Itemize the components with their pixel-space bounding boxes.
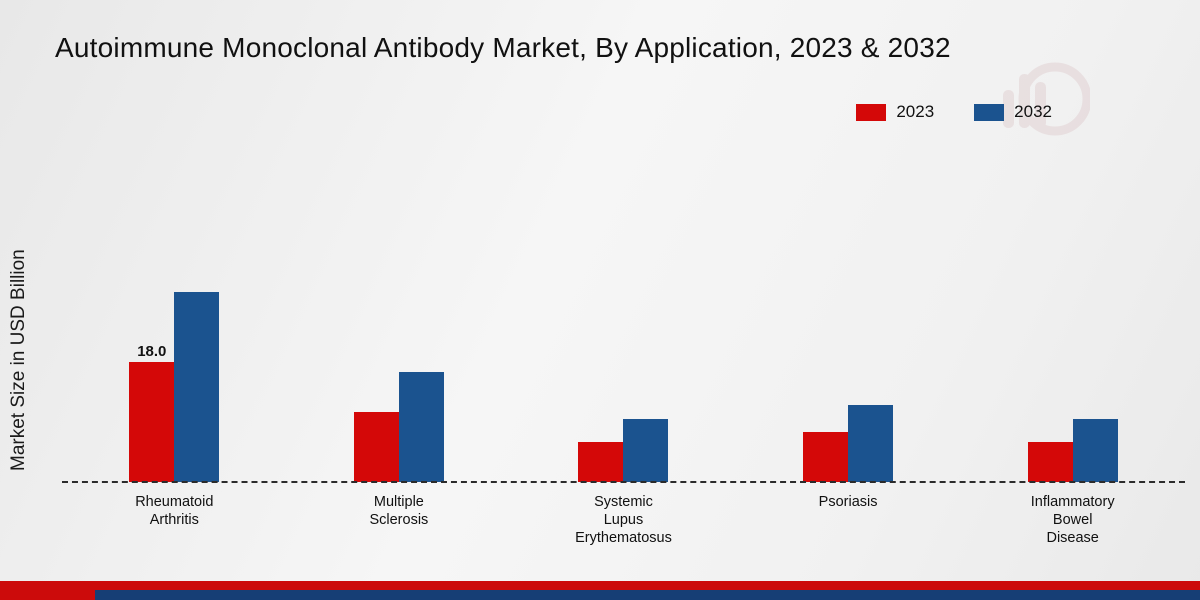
legend-item-2032: 2032 (974, 102, 1052, 122)
bar-2032-inflammatory-bowel-disease (1072, 418, 1118, 482)
bar-2023-inflammatory-bowel-disease (1027, 442, 1073, 482)
bar-col-2023-multiple-sclerosis (353, 282, 399, 482)
bar-group-multiple-sclerosis (287, 282, 512, 482)
category-label-inflammatory-bowel-disease: Inflammatory Bowel Disease (1030, 494, 1115, 546)
bar-group-psoriasis (736, 282, 961, 482)
bar-groups: 18.0 (62, 282, 1185, 482)
chart-title: Autoimmune Monoclonal Antibody Market, B… (55, 32, 951, 63)
bar-2023-multiple-sclerosis (353, 412, 399, 482)
bar-2032-multiple-sclerosis (398, 372, 444, 482)
legend-label-2023: 2023 (896, 102, 935, 121)
legend: 2023 2032 (856, 102, 1052, 122)
bar-col-2032-inflammatory-bowel-disease (1072, 282, 1118, 482)
category-label-multiple-sclerosis: Multiple Sclerosis (369, 494, 429, 528)
bar-col-2023-inflammatory-bowel-disease (1027, 282, 1073, 482)
bar-value-label-2023-rheumatoid-arthritis: 18.0 (137, 343, 167, 360)
bar-col-2032-systemic-lupus-erythematosus (623, 282, 669, 482)
bar-col-2023-rheumatoid-arthritis: 18.0 (129, 282, 175, 482)
watermark-logo (1003, 62, 1090, 136)
bar-2023-systemic-lupus-erythematosus (578, 442, 624, 482)
legend-swatch-2023 (856, 103, 887, 121)
plot-area: 18.0 (62, 282, 1185, 482)
category-label-systemic-lupus-erythematosus: Systemic Lupus Erythematosus (575, 494, 672, 546)
bar-2032-rheumatoid-arthritis (174, 292, 220, 482)
bar-2023-rheumatoid-arthritis (129, 362, 175, 482)
bar-group-systemic-lupus-erythematosus (511, 282, 736, 482)
category-label-rheumatoid-arthritis: Rheumatoid Arthritis (135, 494, 214, 528)
bar-2032-psoriasis (848, 405, 894, 482)
bar-col-2023-systemic-lupus-erythematosus (578, 282, 624, 482)
bar-col-2032-psoriasis (848, 282, 894, 482)
legend-label-2032: 2032 (1014, 102, 1052, 121)
category-labels: Rheumatoid Arthritis Multiple Sclerosis Syst… (62, 493, 1185, 547)
legend-swatch-2032 (974, 103, 1005, 121)
category-label-psoriasis: Psoriasis (818, 494, 878, 510)
bar-2032-systemic-lupus-erythematosus (623, 418, 669, 482)
y-axis-label: Market Size in USD Billion (8, 249, 29, 471)
bar-col-2023-psoriasis (803, 282, 849, 482)
legend-item-2023: 2023 (856, 102, 934, 122)
footer-blue-stripe (95, 590, 1200, 600)
bar-2023-psoriasis (803, 432, 849, 482)
x-axis-baseline (62, 481, 1185, 483)
bar-group-inflammatory-bowel-disease (960, 282, 1185, 482)
bar-group-rheumatoid-arthritis: 18.0 (62, 282, 287, 482)
bar-col-2032-rheumatoid-arthritis (174, 282, 220, 482)
bar-col-2032-multiple-sclerosis (398, 282, 444, 482)
